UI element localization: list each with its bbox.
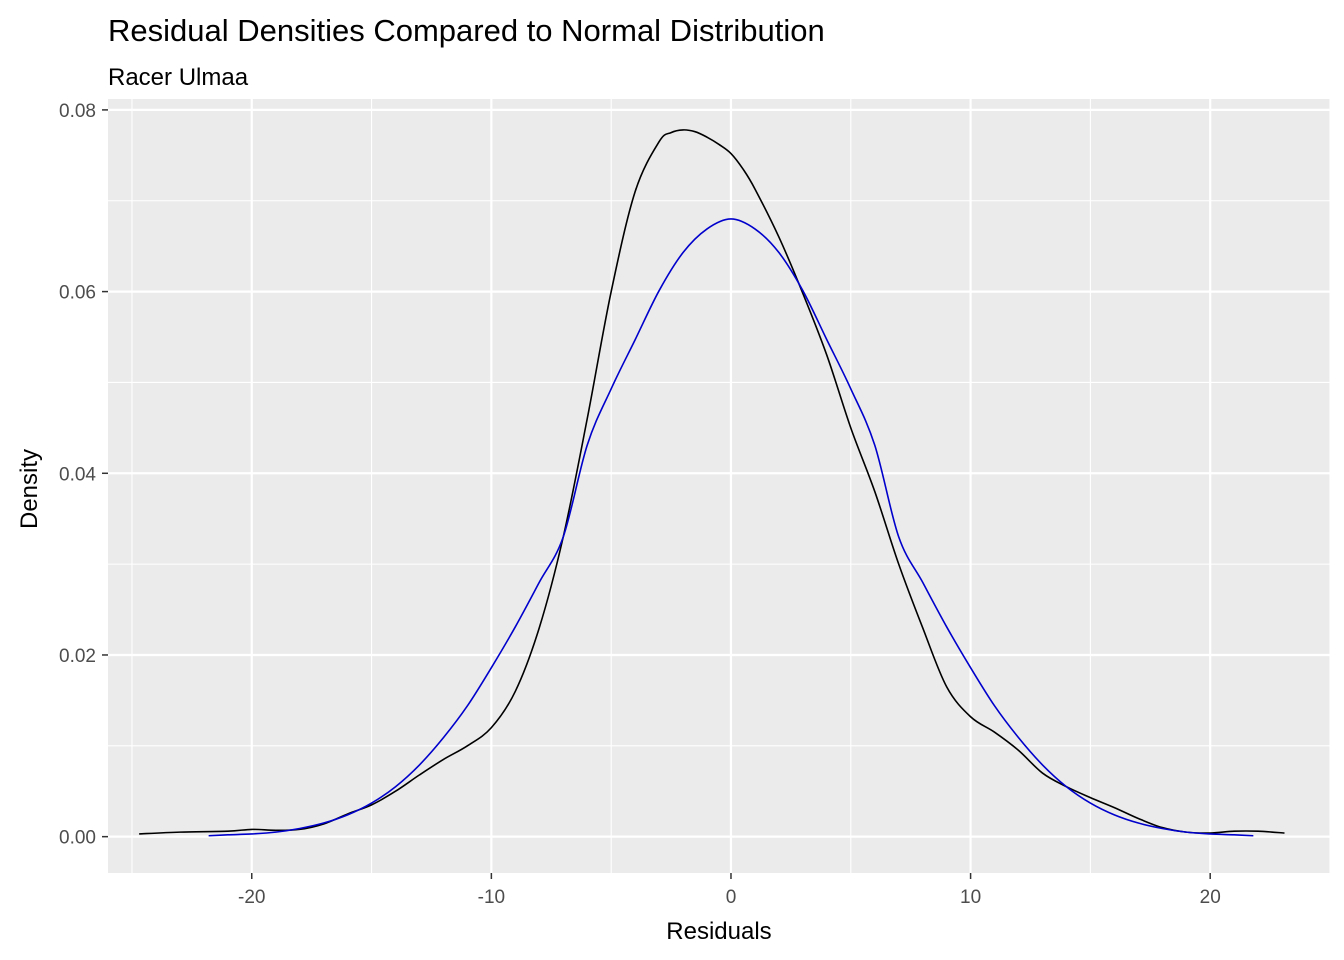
y-tick-label: 0.02 (59, 646, 96, 667)
x-tick-label: 10 (960, 887, 981, 908)
x-tick-label: 0 (726, 887, 737, 908)
major-gridlines (108, 99, 1330, 873)
y-tick-label: 0.00 (59, 828, 96, 849)
x-tick-label: -20 (238, 887, 265, 908)
residual-density-line (139, 129, 1285, 835)
chart-subtitle: Racer Ulmaa (108, 64, 249, 91)
y-tick-label: 0.04 (59, 464, 96, 485)
x-tick-label: -10 (478, 887, 505, 908)
chart-title: Residual Densities Compared to Normal Di… (108, 13, 825, 48)
normal-density-line (208, 218, 1254, 837)
x-axis-title: Residuals (666, 918, 771, 945)
x-axis: -20 -10 0 10 20 (238, 873, 1221, 908)
y-axis: 0.00 0.02 0.04 0.06 0.08 (59, 101, 108, 849)
y-tick-label: 0.08 (59, 101, 96, 122)
series-layer (139, 129, 1285, 837)
minor-gridlines (108, 99, 1331, 873)
y-tick-label: 0.06 (59, 283, 96, 304)
plot-panel (108, 99, 1330, 873)
x-tick-label: 20 (1200, 887, 1221, 908)
y-axis-title: Density (16, 449, 43, 529)
